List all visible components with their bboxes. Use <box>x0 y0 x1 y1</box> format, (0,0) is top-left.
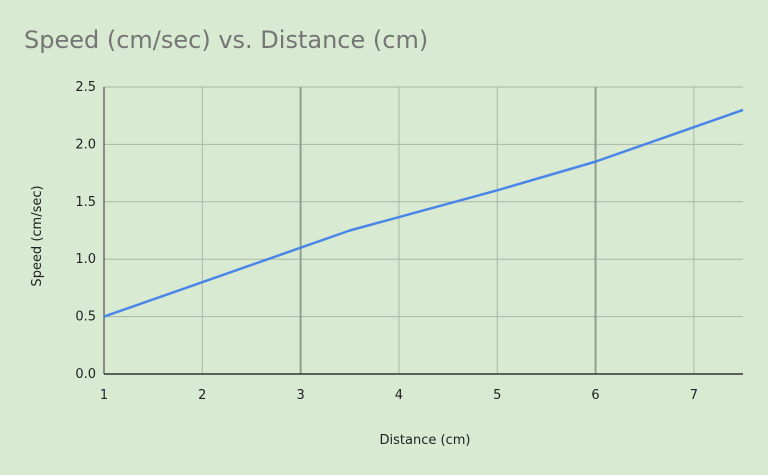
x-tick-label: 5 <box>493 388 501 403</box>
y-tick-label: 2.0 <box>75 137 96 152</box>
x-tick-label: 7 <box>690 388 698 403</box>
y-tick-label: 0.0 <box>75 367 96 382</box>
chart-title: Speed (cm/sec) vs. Distance (cm) <box>24 26 429 54</box>
x-tick-label: 1 <box>100 388 108 403</box>
x-axis-title: Distance (cm) <box>380 433 471 448</box>
tick-layer: 0.0 0.5 1.0 1.5 2.0 2.5 1 2 3 4 5 6 7 <box>75 80 698 403</box>
y-tick-label: 2.5 <box>75 80 96 95</box>
axis-layer <box>103 87 743 375</box>
series-layer <box>103 108 744 318</box>
x-tick-label: 2 <box>198 388 206 403</box>
x-tick-label: 3 <box>296 388 304 403</box>
x-tick-label: 6 <box>591 388 599 403</box>
y-tick-label: 1.5 <box>75 195 96 210</box>
y-tick-label: 1.0 <box>75 252 96 267</box>
x-tick-label: 4 <box>395 388 403 403</box>
grid-layer <box>104 86 743 374</box>
y-axis-title: Speed (cm/sec) <box>30 185 45 286</box>
series-line <box>103 108 744 318</box>
y-tick-label: 0.5 <box>75 310 96 325</box>
